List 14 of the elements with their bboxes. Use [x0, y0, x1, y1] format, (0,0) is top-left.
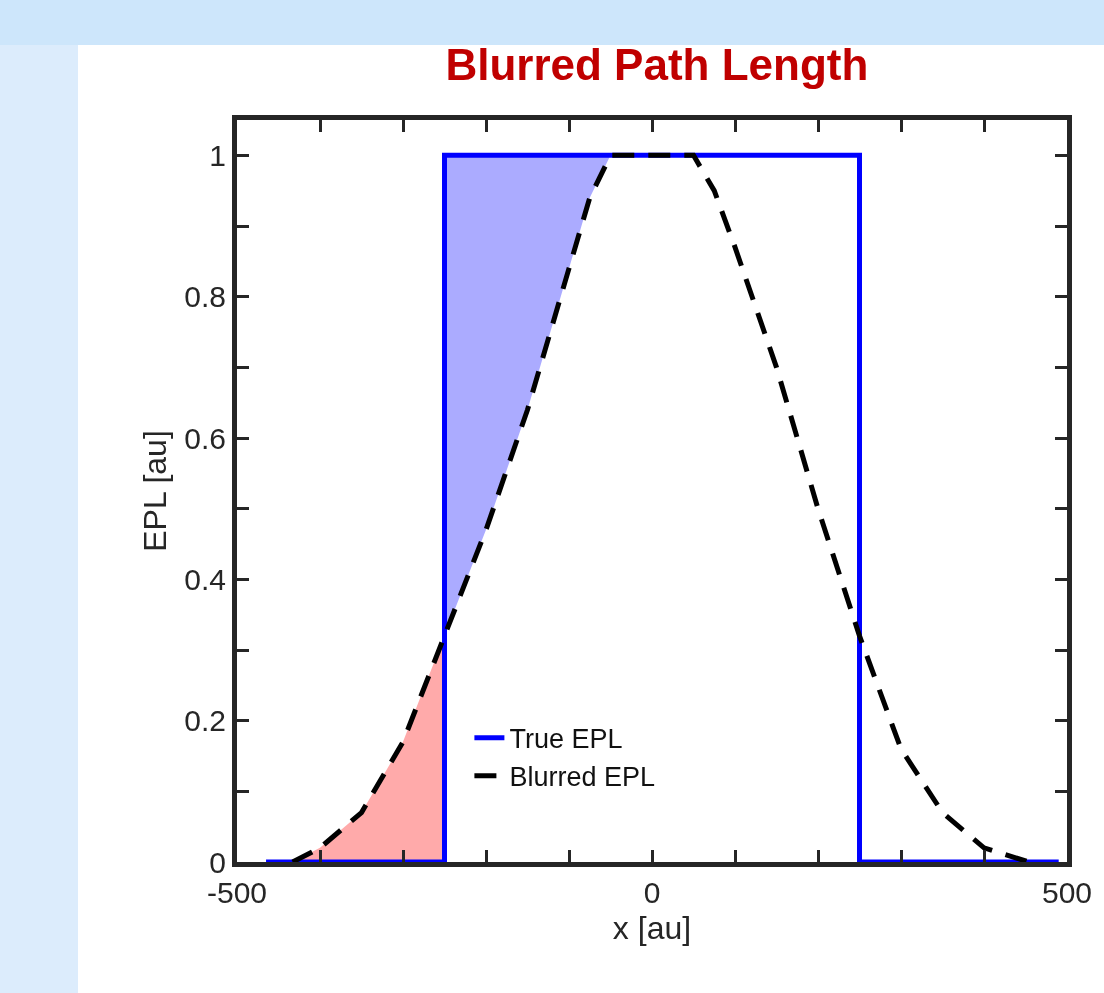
x-axis-title: x [au] [612, 909, 692, 946]
x-tick-label: 500 [1041, 876, 1093, 909]
y-tick-label: 1 [209, 138, 226, 172]
legend-label: Blurred EPL [509, 762, 655, 793]
y-tick-label: 0.6 [184, 421, 226, 455]
legend-label: True EPL [509, 724, 623, 755]
x-tick-label: -500 [206, 876, 268, 909]
chart-title: Blurred Path Length [445, 40, 869, 90]
y-axis-title: EPL [au] [136, 430, 173, 552]
y-tick-label: 0.4 [184, 562, 226, 596]
y-tick-label: 0.8 [184, 280, 226, 314]
y-tick-label: 0.2 [184, 704, 226, 738]
x-tick-label: 0 [643, 876, 661, 909]
y-tick-label: 0 [209, 845, 226, 879]
